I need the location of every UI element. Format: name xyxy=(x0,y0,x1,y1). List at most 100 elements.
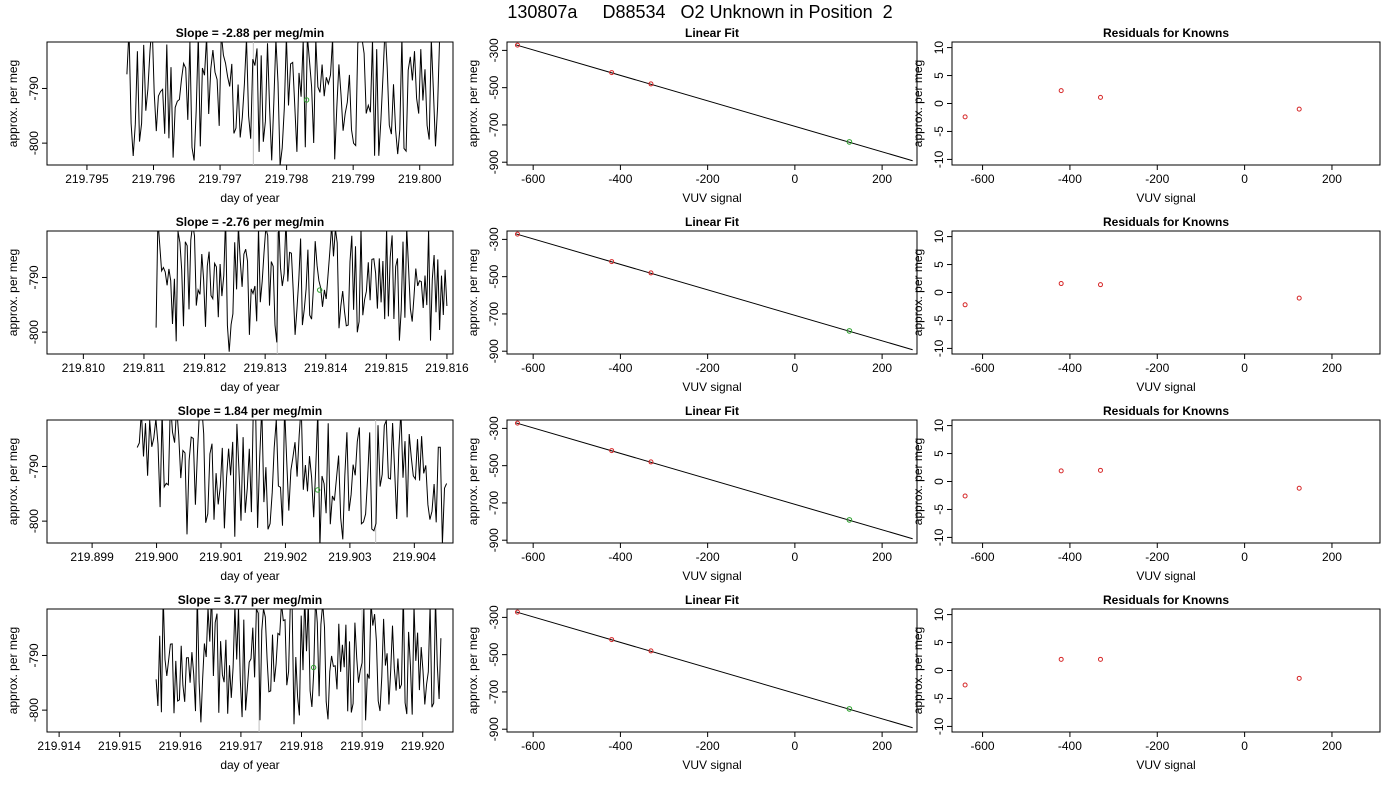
plot-area xyxy=(962,88,1302,120)
known-point xyxy=(514,42,520,48)
y-tick-label: 5 xyxy=(932,72,946,79)
plot-frame xyxy=(46,41,454,166)
x-tick-label: 219.918 xyxy=(280,739,324,753)
x-tick-label: 219.812 xyxy=(183,361,227,375)
y-tick-label: 0 xyxy=(932,289,946,296)
x-tick-label: -400 xyxy=(1058,550,1082,564)
x-tick-label: 200 xyxy=(872,739,892,753)
x-tick-label: 200 xyxy=(1322,361,1342,375)
known-point xyxy=(648,270,654,276)
x-tick-label: 219.800 xyxy=(398,172,442,186)
x-tick-label: -400 xyxy=(1058,172,1082,186)
known-point xyxy=(514,231,520,237)
y-tick-label: -800 xyxy=(27,131,41,155)
residual-point xyxy=(1058,656,1064,662)
x-tick-label: 219.915 xyxy=(98,739,142,753)
fit-line xyxy=(515,422,913,540)
unknown-point xyxy=(846,517,853,523)
y-tick-label: -700 xyxy=(487,113,501,137)
plot-frame xyxy=(46,419,454,544)
y-tick-label: 10 xyxy=(932,608,946,622)
known-point xyxy=(609,448,615,454)
y-axis-label: approx. per meg xyxy=(466,438,480,525)
y-tick-label: -10 xyxy=(932,339,946,357)
y-tick-label: 5 xyxy=(932,639,946,646)
panel-title: Residuals for Knowns xyxy=(1103,404,1229,418)
y-tick-label: 10 xyxy=(932,230,946,244)
x-tick-label: 200 xyxy=(872,172,892,186)
residual-point xyxy=(1296,485,1302,491)
panel-title: Slope = -2.76 per meg/min xyxy=(176,215,324,229)
y-tick-label: -5 xyxy=(932,693,946,704)
panel-title: Linear Fit xyxy=(685,215,739,229)
unknown-point xyxy=(316,287,323,293)
panel-r2-c3: Residuals for Knowns -600 -400 -200 0 200 10 5 0… xyxy=(911,215,1381,394)
panel-r4-c3: Residuals for Knowns -600 -400 -200 0 200 10 5 0… xyxy=(911,593,1381,772)
signal-trace xyxy=(126,42,440,165)
y-tick-label: -10 xyxy=(932,150,946,168)
known-point xyxy=(648,81,654,87)
x-tick-label: 219.899 xyxy=(70,550,114,564)
signal-trace xyxy=(155,609,442,725)
y-tick-label: -5 xyxy=(932,126,946,137)
residual-point xyxy=(1296,106,1302,112)
y-tick-label: -790 xyxy=(27,265,41,289)
y-tick-label: -900 xyxy=(487,717,501,741)
x-tick-label: 0 xyxy=(792,172,799,186)
x-tick-label: -200 xyxy=(1145,361,1169,375)
y-tick-label: -500 xyxy=(487,453,501,477)
y-tick-label: -790 xyxy=(27,643,41,667)
panel-r1-c2: Linear Fit -600 -400 -200 0 200 -300 -500 -700 -9… xyxy=(466,26,918,205)
residual-point xyxy=(1058,468,1064,474)
known-point xyxy=(609,637,615,643)
y-axis-label: approx. per meg xyxy=(6,60,20,147)
y-axis-label: approx. per meg xyxy=(6,249,20,336)
y-tick-label: -700 xyxy=(487,302,501,326)
y-tick-label: -900 xyxy=(487,339,501,363)
x-tick-label: -200 xyxy=(696,172,720,186)
x-tick-label: 219.813 xyxy=(243,361,287,375)
panel-r2-c1: Slope = -2.76 per meg/min 219.810 219.811 2… xyxy=(6,215,469,394)
x-axis-label: VUV signal xyxy=(1136,569,1195,583)
x-tick-label: -600 xyxy=(971,361,995,375)
x-tick-label: 219.901 xyxy=(199,550,243,564)
residual-point xyxy=(1097,656,1103,662)
y-tick-label: 0 xyxy=(932,478,946,485)
x-tick-label: 219.798 xyxy=(265,172,309,186)
y-tick-label: 0 xyxy=(932,100,946,107)
plot-area xyxy=(514,42,913,162)
panel-r1-c1: Slope = -2.88 per meg/min 219.795 219.796 2… xyxy=(6,26,454,205)
y-axis-label: approx. per meg xyxy=(6,627,20,714)
x-tick-label: -200 xyxy=(696,361,720,375)
x-tick-label: -400 xyxy=(608,172,632,186)
residual-point xyxy=(1058,281,1064,287)
x-tick-label: -600 xyxy=(521,739,545,753)
known-point xyxy=(609,259,615,265)
unknown-point xyxy=(310,664,317,671)
x-tick-label: -400 xyxy=(608,361,632,375)
x-tick-label: -600 xyxy=(971,550,995,564)
y-axis-label: approx. per meg xyxy=(911,438,925,525)
x-tick-label: 0 xyxy=(1241,361,1248,375)
x-tick-label: -600 xyxy=(971,172,995,186)
x-tick-label: -600 xyxy=(971,739,995,753)
panel-title: Linear Fit xyxy=(685,593,739,607)
y-axis-label: approx. per meg xyxy=(466,249,480,336)
x-tick-label: 219.904 xyxy=(393,550,437,564)
x-tick-label: 219.799 xyxy=(331,172,375,186)
fit-line xyxy=(515,611,913,729)
plot-area xyxy=(155,231,448,354)
y-tick-label: -790 xyxy=(27,76,41,100)
x-tick-label: 219.902 xyxy=(264,550,308,564)
x-tick-label: 219.811 xyxy=(123,361,166,375)
panel-title: Residuals for Knowns xyxy=(1103,593,1229,607)
panel-title: Slope = 3.77 per meg/min xyxy=(178,593,322,607)
x-tick-label: 219.814 xyxy=(304,361,348,375)
unknown-point xyxy=(303,97,310,103)
panel-r4-c2: Linear Fit -600 -400 -200 0 200 -300 -500 -700 -9… xyxy=(466,593,918,772)
x-tick-label: -200 xyxy=(696,550,720,564)
y-tick-label: -5 xyxy=(932,315,946,326)
y-tick-label: -800 xyxy=(27,320,41,344)
x-tick-label: 219.903 xyxy=(328,550,372,564)
y-axis-label: approx. per meg xyxy=(911,249,925,336)
